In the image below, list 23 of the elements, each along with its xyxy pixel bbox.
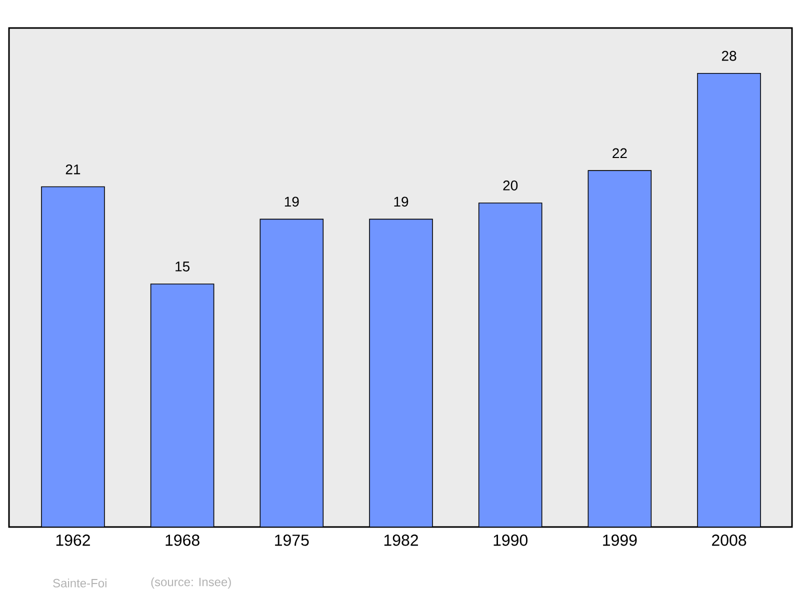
data-label: 21: [66, 164, 80, 174]
bar: [150, 284, 214, 527]
data-label: 22: [612, 148, 627, 158]
data-label: 19: [284, 196, 299, 207]
x-tick-label: 1975: [275, 534, 309, 546]
data-label: 19: [394, 196, 408, 207]
data-label: 15: [176, 262, 190, 272]
text: Sainte-Foi: [53, 578, 106, 588]
bar: [369, 218, 433, 527]
bar: [697, 72, 761, 527]
data-label: 20: [503, 180, 518, 190]
x-tick-label: 1962: [56, 534, 90, 546]
bar: [588, 170, 652, 527]
text: (source: Insee): [151, 577, 231, 589]
x-tick-label: 2008: [712, 534, 746, 546]
bar: [41, 186, 105, 527]
x-tick-label: 1982: [384, 534, 418, 546]
x-tick-label: 1999: [603, 534, 637, 546]
x-tick-label: 1968: [166, 534, 200, 546]
data-label: 28: [722, 50, 736, 61]
bar: [260, 218, 324, 527]
x-tick-label: 1990: [494, 534, 528, 546]
bar: [478, 202, 542, 527]
